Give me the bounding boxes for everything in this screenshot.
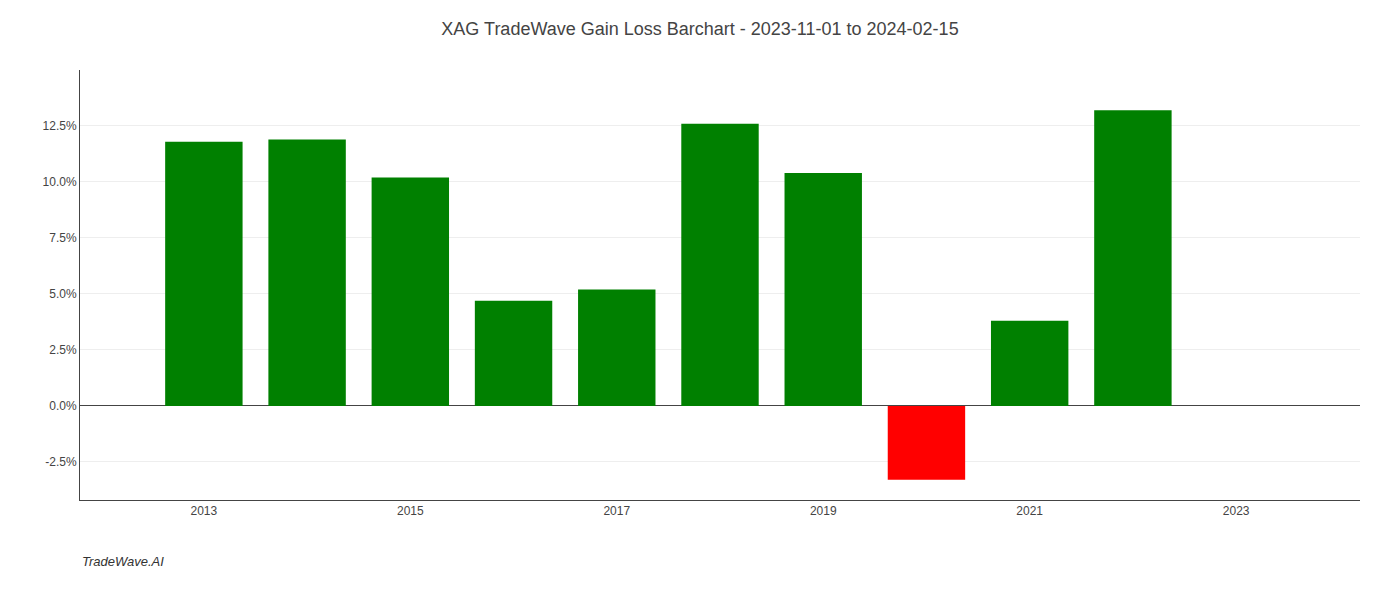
svg-text:2015: 2015	[397, 504, 424, 518]
svg-text:XAG TradeWave Gain Loss Barcha: XAG TradeWave Gain Loss Barchart - 2023-…	[441, 19, 958, 39]
svg-text:0.0%: 0.0%	[49, 399, 77, 413]
svg-text:2017: 2017	[603, 504, 630, 518]
svg-text:2019: 2019	[810, 504, 837, 518]
svg-text:10.0%: 10.0%	[43, 175, 77, 189]
svg-text:TradeWave.AI: TradeWave.AI	[82, 554, 164, 569]
svg-text:2023: 2023	[1223, 504, 1250, 518]
svg-text:-2.5%: -2.5%	[45, 455, 77, 469]
svg-text:2021: 2021	[1016, 504, 1043, 518]
svg-text:5.0%: 5.0%	[49, 287, 77, 301]
svg-text:2.5%: 2.5%	[49, 343, 77, 357]
svg-text:2013: 2013	[191, 504, 218, 518]
svg-text:12.5%: 12.5%	[43, 119, 77, 133]
svg-text:7.5%: 7.5%	[49, 231, 77, 245]
